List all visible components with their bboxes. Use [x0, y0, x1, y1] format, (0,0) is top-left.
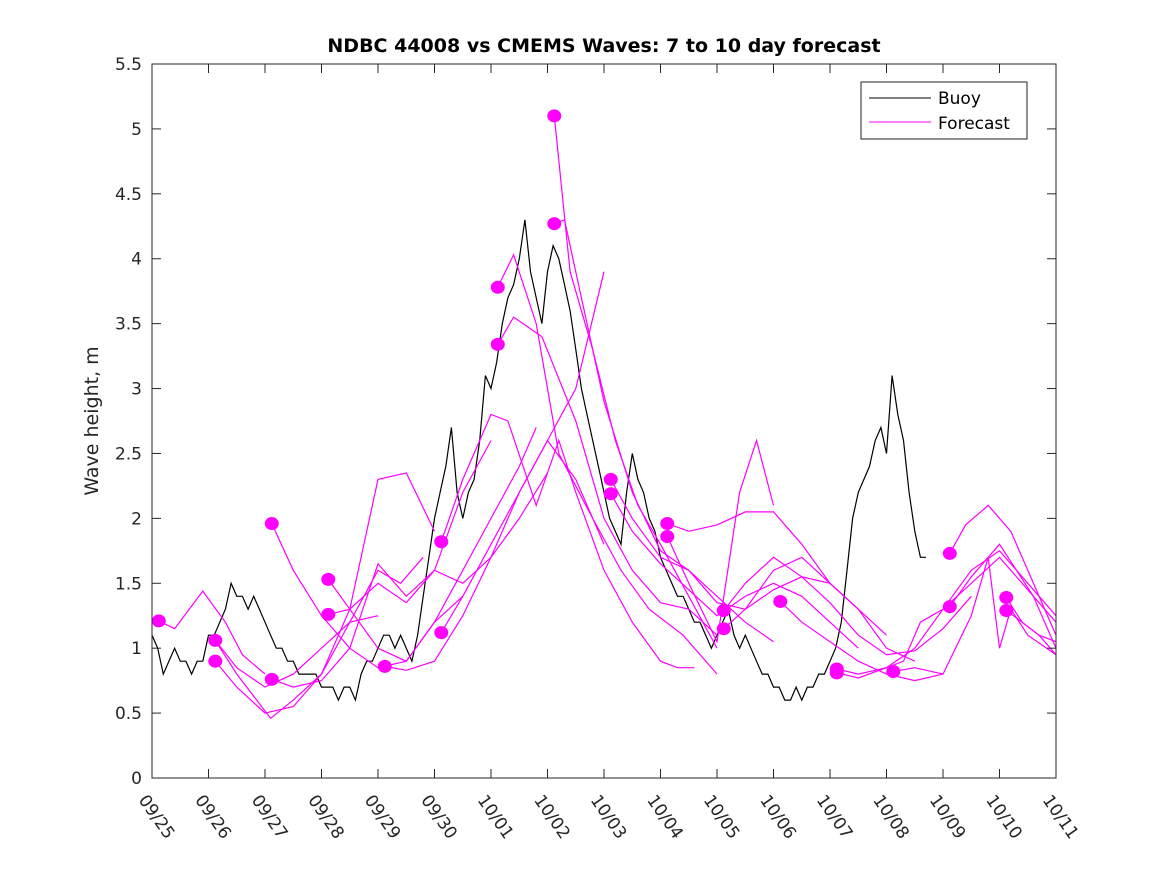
forecast-start-marker [886, 665, 901, 679]
forecast-line-0 [158, 590, 266, 675]
forecast-start-marker [942, 546, 957, 560]
forecast-start-marker [208, 654, 223, 668]
forecast-start-marker [773, 594, 788, 608]
y-tick-label: 0 [131, 769, 142, 789]
forecast-line-23 [836, 556, 1056, 679]
forecast-start-marker [377, 659, 392, 673]
forecast-line-19 [723, 556, 972, 656]
forecast-line-14 [554, 218, 774, 643]
forecast-start-marker [547, 217, 562, 231]
forecast-line-28 [1005, 610, 1056, 643]
y-tick-label: 5.5 [115, 55, 142, 75]
forecast-start-marker [716, 622, 731, 636]
forecast-start-marker [660, 517, 675, 531]
forecast-line-8 [384, 271, 605, 671]
forecast-line-21 [779, 600, 944, 682]
forecast-line-12 [497, 316, 718, 636]
y-tick-label: 4.5 [115, 185, 142, 205]
forecast-line-9 [440, 439, 605, 633]
forecast-start-marker [829, 666, 844, 680]
y-tick-label: 1 [131, 639, 142, 659]
forecast-start-marker [660, 530, 675, 544]
forecast-line-3 [214, 472, 436, 720]
forecast-start-marker [264, 517, 279, 531]
legend-box [860, 81, 1028, 140]
legend-forecast-label: Forecast [938, 114, 1010, 134]
y-tick-label: 4 [131, 250, 142, 270]
forecast-line-26 [949, 543, 1056, 649]
forecast-start-marker [434, 535, 449, 549]
y-tick-label: 3.5 [115, 315, 142, 335]
forecast-start-marker [321, 572, 336, 586]
forecast-start-marker [603, 472, 618, 486]
forecast-start-marker [716, 604, 731, 618]
forecast-line-25 [949, 504, 1056, 636]
buoy-line [152, 219, 926, 703]
forecast-line-18 [666, 438, 775, 644]
forecast-start-marker [152, 614, 166, 628]
forecast-start-marker [490, 337, 505, 351]
forecast-line-16 [610, 493, 859, 649]
forecast-line-5 [271, 440, 492, 688]
forecast-line-20 [723, 576, 916, 662]
plot-area [152, 64, 1056, 778]
y-axis-label: Wave height, m [81, 346, 103, 495]
chart-title: NDBC 44008 vs CMEMS Waves: 7 to 10 day f… [327, 35, 880, 57]
forecast-start-marker [208, 633, 223, 647]
y-tick-label: 3 [131, 380, 142, 400]
forecast-start-marker [434, 626, 449, 640]
y-tick-label: 1.5 [115, 574, 142, 594]
legend-buoy-label: Buoy [938, 89, 981, 109]
forecast-line-10 [440, 413, 695, 669]
forecast-line-7 [328, 472, 549, 615]
plot-content [152, 109, 1056, 720]
forecast-start-marker [321, 607, 336, 621]
forecast-start-marker [942, 600, 957, 614]
legend: Buoy Forecast [860, 81, 1028, 140]
forecast-line-11 [497, 253, 718, 675]
forecast-start-marker [999, 604, 1014, 618]
forecast-start-marker [490, 280, 505, 294]
y-tick-label: 2 [131, 509, 142, 529]
forecast-start-marker [264, 672, 279, 686]
forecast-start-marker [547, 109, 562, 123]
forecast-start-marker [999, 591, 1014, 605]
forecast-line-6 [327, 427, 537, 662]
forecast-start-marker [603, 487, 618, 501]
y-tick-label: 5 [131, 120, 142, 140]
y-tick-label: 0.5 [115, 704, 142, 724]
y-tick-label: 2.5 [115, 444, 142, 464]
forecast-line-15 [610, 479, 831, 610]
